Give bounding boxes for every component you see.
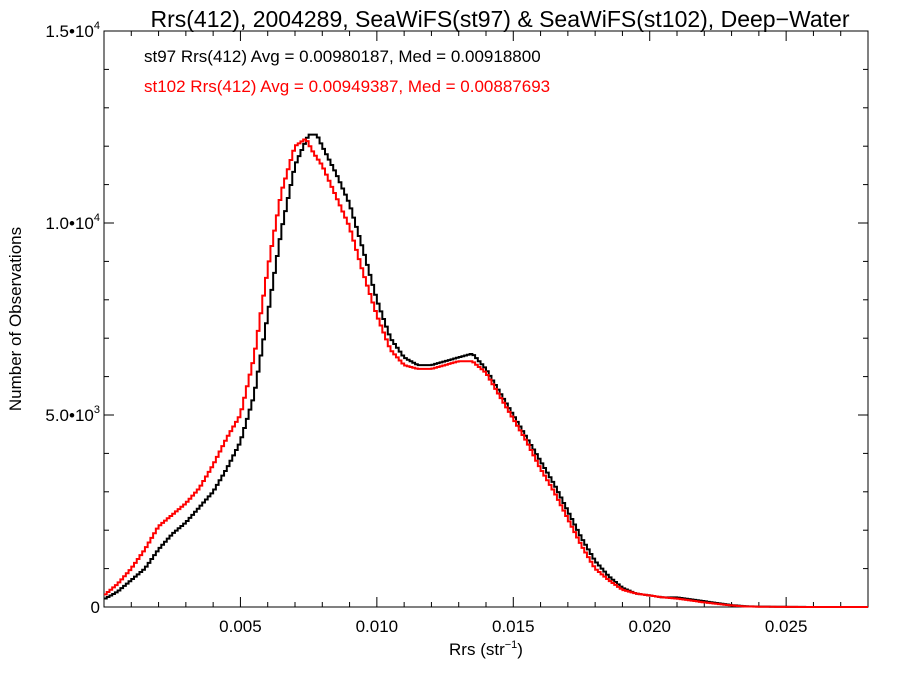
y-tick-label: 1.0•104 (45, 212, 100, 233)
y-tick-label: 1.5•104 (45, 20, 100, 41)
annotation-st97: st97 Rrs(412) Avg = 0.00980187, Med = 0.… (144, 47, 541, 66)
y-tick-label: 5.0•103 (45, 404, 100, 425)
x-axis-label-base: Rrs (str (449, 640, 505, 659)
annotation-st102: st102 Rrs(412) Avg = 0.00949387, Med = 0… (144, 77, 550, 96)
series-layer (104, 133, 868, 608)
annotations: st97 Rrs(412) Avg = 0.00980187, Med = 0.… (144, 47, 550, 96)
x-tick-label: 0.005 (219, 617, 262, 636)
chart-title: Rrs(412), 2004289, SeaWiFS(st97) & SeaWi… (150, 6, 849, 32)
x-tick-label: 0.015 (492, 617, 535, 636)
axis-ticks: 0.005 0.010 0.015 0.020 0.025 0 5.0•103 1.0•104… (45, 20, 868, 636)
y-tick-label: 0 (91, 598, 100, 617)
x-tick-label: 0.020 (628, 617, 671, 636)
x-tick-label: 0.025 (765, 617, 808, 636)
x-axis-label-sup: −1 (505, 639, 518, 651)
x-tick-label: 0.010 (356, 617, 399, 636)
y-axis-label: Number of Observations (6, 227, 25, 411)
x-axis-label: Rrs (str−1) (449, 639, 523, 659)
x-axis-label-end: ) (517, 640, 523, 659)
series-line-1 (104, 138, 868, 608)
